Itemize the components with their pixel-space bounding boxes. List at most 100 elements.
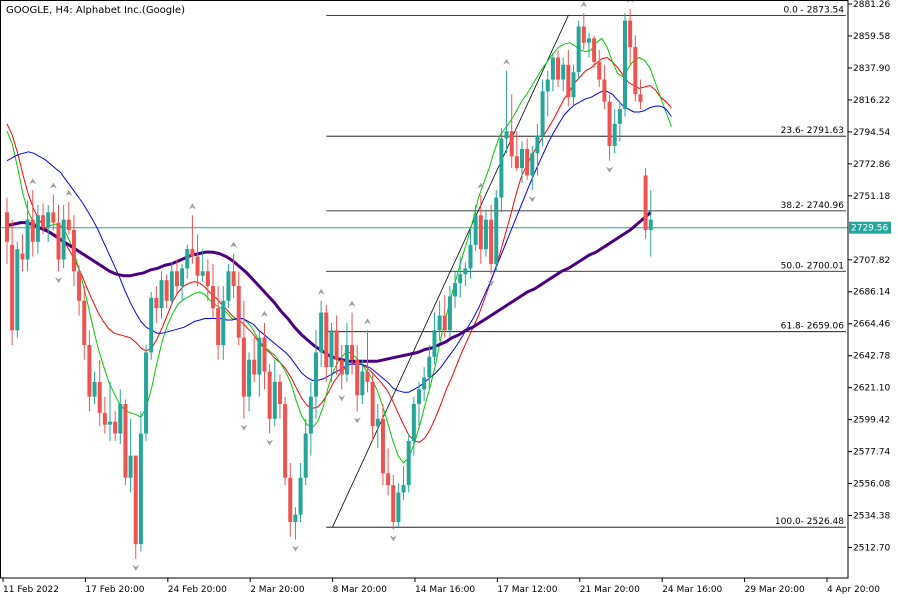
candle-body <box>550 57 555 80</box>
candle-body <box>123 404 128 478</box>
candle <box>174 259 179 294</box>
fractal-up-arrow <box>230 241 238 248</box>
candle <box>108 381 112 441</box>
candle <box>71 215 76 287</box>
candle-body <box>221 300 226 346</box>
candle-body <box>252 359 257 375</box>
candle-body <box>61 219 66 260</box>
candle <box>339 345 344 390</box>
time-tick-label: 24 Feb 20:00 <box>168 585 227 595</box>
candle-body <box>499 138 504 198</box>
fib-trend-line[interactable] <box>332 15 569 528</box>
candle-body <box>329 330 334 368</box>
candle-body <box>417 389 421 405</box>
candle-body <box>355 359 360 396</box>
candle <box>633 35 638 102</box>
candle <box>66 201 71 235</box>
candle <box>483 209 488 257</box>
price-tick-label: 2599.42 <box>853 416 890 426</box>
candle <box>432 312 437 365</box>
candle <box>535 123 540 176</box>
candle-body <box>375 418 380 427</box>
candle-body <box>468 244 473 269</box>
candle <box>437 300 442 341</box>
candle <box>411 396 416 456</box>
candle-body <box>159 280 164 309</box>
candle-body <box>35 215 40 242</box>
candle-body <box>231 271 236 287</box>
candle-body <box>643 175 648 231</box>
price-tick-label: 2664.46 <box>853 320 890 330</box>
candle <box>612 109 617 154</box>
candle-body <box>144 352 149 434</box>
candle <box>468 230 473 279</box>
candle <box>190 215 195 264</box>
fibonacci-retracement[interactable]: 0.0 - 2873.54 23.6- 2791.63 38.2- 2740.96 5… <box>326 5 846 528</box>
candle <box>586 32 591 58</box>
candle <box>20 234 25 272</box>
candle <box>597 50 602 87</box>
candle <box>149 291 154 360</box>
price-tick-label: 2512.70 <box>853 544 890 554</box>
candle-body <box>164 280 169 301</box>
candle-body <box>540 91 545 136</box>
chart-frame <box>0 0 849 579</box>
fractal-down-arrow <box>338 395 346 402</box>
candle <box>257 330 262 397</box>
candle <box>293 507 298 540</box>
candle-body <box>483 219 488 250</box>
candle-body <box>180 268 185 287</box>
candle <box>5 197 9 264</box>
candle <box>35 204 40 254</box>
candle <box>550 53 555 92</box>
candle <box>267 364 272 434</box>
price-tick-label: 2859.58 <box>853 32 890 42</box>
candle-body <box>236 286 241 338</box>
time-tick-label: 29 Mar 20:00 <box>745 585 805 595</box>
candle <box>571 64 576 107</box>
fractal-up-arrow <box>65 189 73 196</box>
candle-body <box>586 38 591 43</box>
candle <box>334 315 339 375</box>
candle-body <box>401 485 406 493</box>
candle-body <box>15 249 20 331</box>
candle-body <box>628 20 633 48</box>
fib-level-label: 38.2- 2740.96 <box>781 201 845 211</box>
fractal-up-arrow <box>261 310 268 317</box>
candle-body <box>185 249 190 269</box>
fractal-down-arrow <box>353 417 361 424</box>
candle-body <box>514 156 519 169</box>
candle-body <box>638 94 643 102</box>
price-tick-label: 2816.22 <box>853 96 890 106</box>
time-tick-label: 17 Feb 20:00 <box>85 585 144 595</box>
candle-body <box>612 123 617 146</box>
candle-body <box>262 337 267 372</box>
candle <box>406 433 411 493</box>
candle <box>324 305 329 382</box>
candle-body <box>102 412 107 425</box>
candle <box>241 300 246 419</box>
candle <box>592 35 597 68</box>
candle-body <box>133 455 138 545</box>
candle <box>288 463 293 537</box>
price-tick-label: 2794.54 <box>853 128 890 138</box>
candle-body <box>504 131 509 139</box>
time-tick-label: 2 Mar 20:00 <box>250 585 305 595</box>
candle-body <box>20 253 25 260</box>
candle <box>200 249 205 282</box>
candle <box>247 352 252 412</box>
candle-body <box>633 47 638 95</box>
candle <box>272 359 277 427</box>
candle-body <box>607 101 612 146</box>
candle-body <box>571 72 576 98</box>
candle-body <box>520 148 524 169</box>
candle-body <box>473 215 478 245</box>
candle-body <box>293 514 298 522</box>
candle <box>61 204 66 269</box>
chart-title: GOOGLE, H4: Alphabet Inc.(Google) <box>6 5 185 16</box>
candle-body <box>592 38 597 62</box>
candle <box>417 381 421 427</box>
candle <box>164 274 169 309</box>
candle <box>308 381 313 456</box>
